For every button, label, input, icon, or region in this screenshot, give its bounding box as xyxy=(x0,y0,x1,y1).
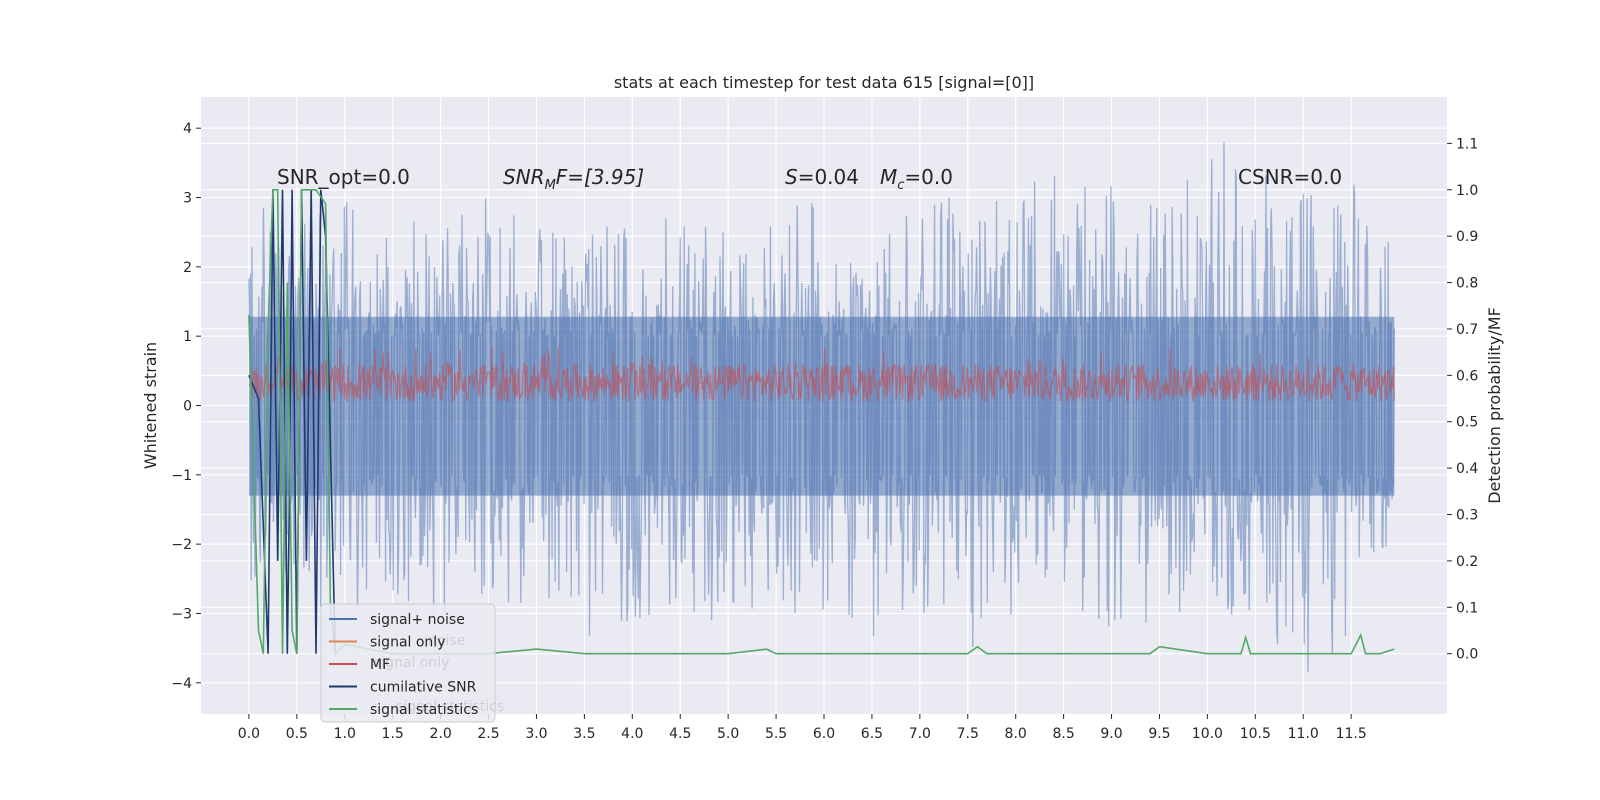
noise-trace xyxy=(248,141,1395,672)
x-tick-label: 9.0 xyxy=(1100,726,1122,742)
series-cumilative-snr xyxy=(248,189,336,654)
x-tick-label: 8.5 xyxy=(1052,726,1074,742)
y-tick-label-right: 1.1 xyxy=(1456,136,1478,152)
annotation-mc-sub: c xyxy=(897,178,904,193)
annotation-snr-mf: SNRMF=[3.95] xyxy=(503,165,644,193)
chart-title: stats at each timestep for test data 615… xyxy=(614,73,1034,92)
y-tick-label: 0 xyxy=(183,399,192,415)
annotation-snr-mf-f: F=[3.95] xyxy=(556,165,644,189)
annotation-csnr: CSNR=0.0 xyxy=(1238,165,1342,189)
legend-ghost-label: noise xyxy=(428,633,465,649)
y-tick-label-right: 1.0 xyxy=(1456,183,1478,199)
annotation-s-main: S xyxy=(785,165,798,189)
annotation-mc: Mc=0.0 xyxy=(880,165,953,193)
y-tick-label-right: 0.7 xyxy=(1456,322,1478,338)
series-mf xyxy=(248,346,1395,403)
y-tick-label-right: 0.9 xyxy=(1456,229,1478,245)
x-tick-label: 1.0 xyxy=(334,726,356,742)
y-tick-label: 2 xyxy=(183,260,192,276)
annotation-snr-mf-tail: F=[3.95] xyxy=(556,165,644,189)
y-tick-label: 3 xyxy=(183,191,192,207)
y-tick-label-right: 0.5 xyxy=(1456,415,1478,431)
x-tick-label: 6.0 xyxy=(813,726,835,742)
annotation-snr-mf-main: SNR xyxy=(503,165,545,189)
annotation-snr-mf-sub: M xyxy=(545,178,556,193)
y-tick-label-right: 0.6 xyxy=(1456,368,1478,384)
legend-label: MF xyxy=(370,657,390,673)
y-tick-label-right: 0.1 xyxy=(1456,600,1478,616)
x-tick-label: 0.5 xyxy=(286,726,308,742)
x-tick-label: 5.0 xyxy=(717,726,739,742)
legend-label: signal only xyxy=(370,635,445,651)
x-tick-label: 9.5 xyxy=(1148,726,1170,742)
legend-box xyxy=(320,603,496,723)
ticks: 0.0 0.5 1.0 1.5 2.0 2.5 3.0 3.5 4.0 4.5 5.0 5.5 6.0 6… xyxy=(171,121,1478,742)
legend-label: signal+ noise xyxy=(370,612,465,628)
x-tick-label: 11.5 xyxy=(1336,726,1367,742)
y-tick-label: 4 xyxy=(183,121,192,137)
annotation-s-tail: =0.04 xyxy=(798,165,859,189)
x-tick-label: 1.5 xyxy=(382,726,404,742)
x-tick-label: 7.5 xyxy=(957,726,979,742)
x-tick-label: 6.5 xyxy=(861,726,883,742)
y-tick-label: −1 xyxy=(171,468,192,484)
x-tick-label: 2.0 xyxy=(429,726,451,742)
x-tick-label: 10.0 xyxy=(1192,726,1223,742)
x-tick-label: 5.5 xyxy=(765,726,787,742)
annotation-s: S=0.04 xyxy=(785,165,859,189)
x-tick-label: 10.5 xyxy=(1240,726,1271,742)
x-tick-label: 7.0 xyxy=(909,726,931,742)
legend-ghost-label: signal statistics xyxy=(396,699,504,715)
y-tick-label: 1 xyxy=(183,329,192,345)
annotation-mc-tail: =0.0 xyxy=(904,165,953,189)
annotation-mc-main: M xyxy=(880,165,897,189)
legend-label: signal statistics xyxy=(370,702,478,718)
y-tick-label-right: 0.2 xyxy=(1456,554,1478,570)
legend-ghost-label: signal only xyxy=(374,655,449,671)
x-tick-label: 3.5 xyxy=(573,726,595,742)
y-tick-label: −4 xyxy=(171,676,192,692)
mf-trace xyxy=(248,346,1395,403)
legend-label: cumilative SNR xyxy=(370,680,477,696)
x-tick-label: 4.0 xyxy=(621,726,643,742)
y-tick-label-right: 0.4 xyxy=(1456,461,1478,477)
x-tick-label: 3.0 xyxy=(525,726,547,742)
y-tick-label-right: 0.8 xyxy=(1456,276,1478,292)
y-tick-label-right: 0.3 xyxy=(1456,508,1478,524)
x-tick-label: 4.5 xyxy=(669,726,691,742)
x-tick-label: 2.5 xyxy=(477,726,499,742)
series-signal-noise xyxy=(248,141,1395,672)
series-lines xyxy=(248,189,1395,656)
y-tick-label-right: 0.0 xyxy=(1456,647,1478,663)
x-tick-label: 0.0 xyxy=(238,726,260,742)
y-axis-label-right: Detection probability/MF xyxy=(1485,307,1504,504)
annotations: SNR_opt=0.0 SNRMF=[3.95] S=0.04 Mc=0.0 C… xyxy=(277,165,1342,193)
y-tick-label: −3 xyxy=(171,606,192,622)
x-tick-label: 8.0 xyxy=(1005,726,1027,742)
x-tick-label: 11.0 xyxy=(1288,726,1319,742)
y-tick-label: −2 xyxy=(171,537,192,553)
annotation-snr-opt: SNR_opt=0.0 xyxy=(277,165,410,189)
y-axis-label-left: Whitened strain xyxy=(141,342,160,469)
series-signal-statistics xyxy=(248,189,1395,656)
